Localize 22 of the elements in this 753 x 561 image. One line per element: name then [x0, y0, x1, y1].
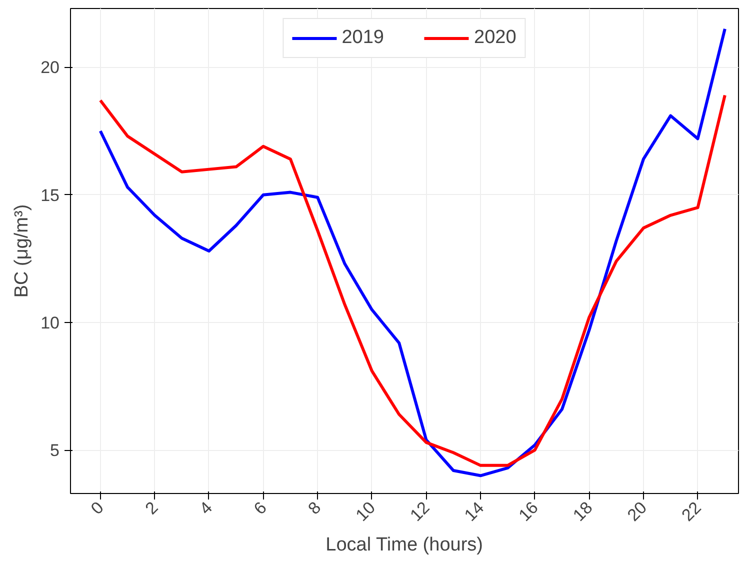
x-tick-label: 20	[624, 498, 651, 525]
x-tick-label: 8	[304, 498, 325, 518]
x-axis-title: Local Time (hours)	[326, 534, 484, 556]
y-tick-label: 10	[40, 313, 60, 332]
x-tick-label: 10	[352, 498, 379, 525]
x-tick-label: 16	[515, 498, 542, 525]
x-tick-label: 4	[196, 498, 216, 518]
legend-label: 2019	[342, 27, 384, 49]
x-tick-label: 22	[678, 498, 705, 525]
y-tick-label: 5	[50, 441, 60, 460]
x-tick-label: 18	[569, 498, 596, 525]
y-axis-title: BC (μg/m³)	[12, 204, 33, 298]
line-series	[98, 94, 726, 467]
x-tick-label: 14	[460, 498, 488, 525]
y-tick-label: 15	[40, 186, 60, 205]
legend-label: 2020	[474, 27, 516, 49]
x-tick-label: 6	[250, 498, 270, 518]
x-tick-label: 2	[142, 498, 162, 518]
y-tick-label: 20	[40, 58, 60, 78]
x-tick-label: 12	[406, 498, 434, 525]
line-series	[98, 27, 726, 478]
x-tick-label: 0	[87, 498, 108, 518]
